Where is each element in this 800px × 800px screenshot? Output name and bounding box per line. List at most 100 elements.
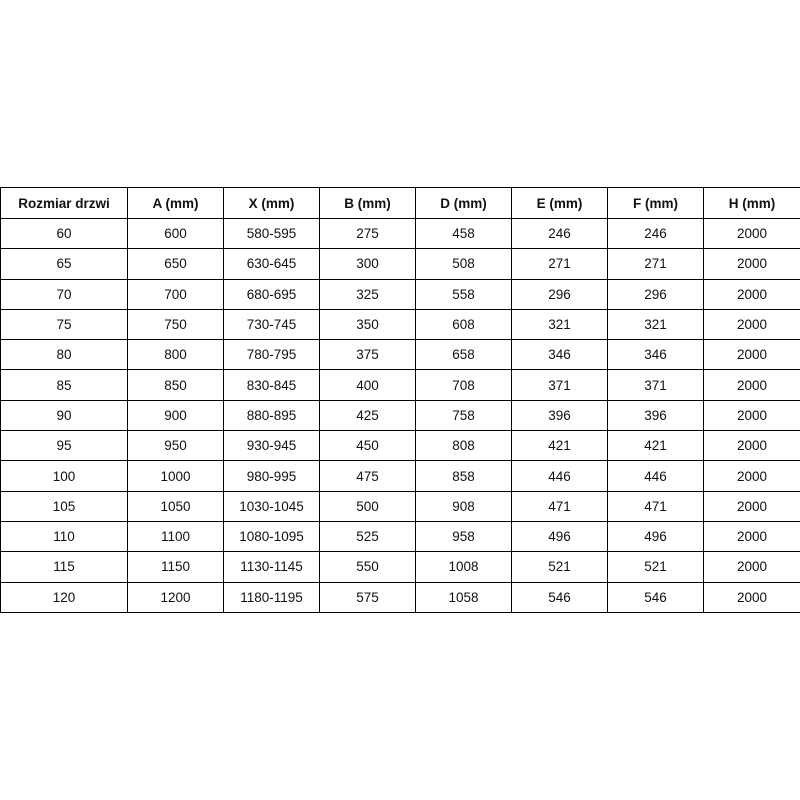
table-cell: 400: [319, 369, 416, 401]
column-header: D (mm): [415, 187, 512, 219]
table-cell: 110: [0, 520, 128, 553]
table-cell: 120: [0, 581, 128, 613]
table-cell: 546: [511, 581, 608, 613]
dimensions-table: Rozmiar drzwi A (mm) X (mm) B (mm) D (mm) E (…: [0, 187, 800, 613]
table-cell: 296: [607, 278, 704, 310]
table-cell: 880-895: [223, 399, 320, 432]
table-cell: 708: [415, 369, 512, 401]
table-cell: 246: [511, 217, 608, 250]
table-cell: 1100: [127, 520, 224, 553]
table-cell: 1200: [127, 581, 224, 613]
table-row: 105 1050 1030-1045 500 908 471 471 2000: [0, 490, 800, 522]
table-cell: 446: [511, 460, 608, 492]
table-cell: 75: [0, 308, 128, 341]
table-row: 90 900 880-895 425 758 396 396 2000: [0, 399, 800, 432]
table-cell: 525: [319, 520, 416, 553]
table-row: 115 1150 1130-1145 550 1008 521 521 2000: [0, 551, 800, 583]
table-cell: 630-645: [223, 248, 320, 280]
table-cell: 521: [511, 551, 608, 583]
table-cell: 858: [415, 460, 512, 492]
table-cell: 546: [607, 581, 704, 613]
table-cell: 750: [127, 308, 224, 341]
column-header: H (mm): [703, 187, 800, 219]
table-cell: 930-945: [223, 430, 320, 462]
table-cell: 908: [415, 490, 512, 522]
table-row: 100 1000 980-995 475 858 446 446 2000: [0, 460, 800, 492]
table-row: 70 700 680-695 325 558 296 296 2000: [0, 278, 800, 310]
column-header: X (mm): [223, 187, 320, 219]
table-cell: 471: [607, 490, 704, 522]
table-cell: 296: [511, 278, 608, 310]
table-cell: 80: [0, 339, 128, 371]
table-cell: 246: [607, 217, 704, 250]
table-cell: 375: [319, 339, 416, 371]
table-cell: 2000: [703, 430, 800, 462]
table-cell: 371: [511, 369, 608, 401]
table-cell: 2000: [703, 399, 800, 432]
table-cell: 830-845: [223, 369, 320, 401]
table-cell: 95: [0, 430, 128, 462]
table-cell: 115: [0, 551, 128, 583]
table-cell: 780-795: [223, 339, 320, 371]
table-cell: 800: [127, 339, 224, 371]
table-cell: 2000: [703, 308, 800, 341]
column-header: A (mm): [127, 187, 224, 219]
table-cell: 700: [127, 278, 224, 310]
table-cell: 575: [319, 581, 416, 613]
table-cell: 2000: [703, 581, 800, 613]
table-cell: 980-995: [223, 460, 320, 492]
table-cell: 2000: [703, 551, 800, 583]
table-cell: 608: [415, 308, 512, 341]
table-cell: 1180-1195: [223, 581, 320, 613]
table-row: 95 950 930-945 450 808 421 421 2000: [0, 430, 800, 462]
table-cell: 425: [319, 399, 416, 432]
table-cell: 1150: [127, 551, 224, 583]
table-row: 110 1100 1080-1095 525 958 496 496 2000: [0, 520, 800, 553]
table-cell: 446: [607, 460, 704, 492]
table-cell: 2000: [703, 490, 800, 522]
table-cell: 458: [415, 217, 512, 250]
table-cell: 496: [511, 520, 608, 553]
table-row: 60 600 580-595 275 458 246 246 2000: [0, 217, 800, 250]
table-cell: 471: [511, 490, 608, 522]
table-cell: 2000: [703, 460, 800, 492]
table-cell: 421: [607, 430, 704, 462]
table-cell: 758: [415, 399, 512, 432]
table-cell: 100: [0, 460, 128, 492]
table-row: 120 1200 1180-1195 575 1058 546 546 2000: [0, 581, 800, 613]
table-cell: 2000: [703, 278, 800, 310]
table-cell: 475: [319, 460, 416, 492]
table-cell: 371: [607, 369, 704, 401]
table-cell: 580-595: [223, 217, 320, 250]
table-cell: 1080-1095: [223, 520, 320, 553]
table-cell: 350: [319, 308, 416, 341]
column-header: Rozmiar drzwi: [0, 187, 128, 219]
table-cell: 2000: [703, 339, 800, 371]
table-cell: 808: [415, 430, 512, 462]
table-cell: 325: [319, 278, 416, 310]
table-cell: 958: [415, 520, 512, 553]
column-header: F (mm): [607, 187, 704, 219]
table-header-row: Rozmiar drzwi A (mm) X (mm) B (mm) D (mm) E (…: [0, 187, 800, 219]
table-cell: 1008: [415, 551, 512, 583]
table-cell: 730-745: [223, 308, 320, 341]
table-row: 85 850 830-845 400 708 371 371 2000: [0, 369, 800, 401]
table-cell: 2000: [703, 217, 800, 250]
table-cell: 396: [511, 399, 608, 432]
table-cell: 271: [511, 248, 608, 280]
table-cell: 450: [319, 430, 416, 462]
table-cell: 558: [415, 278, 512, 310]
table-cell: 2000: [703, 520, 800, 553]
table-cell: 321: [511, 308, 608, 341]
table-cell: 550: [319, 551, 416, 583]
table-cell: 1050: [127, 490, 224, 522]
table-row: 80 800 780-795 375 658 346 346 2000: [0, 339, 800, 371]
table-cell: 346: [511, 339, 608, 371]
table-cell: 85: [0, 369, 128, 401]
table-cell: 521: [607, 551, 704, 583]
table-cell: 421: [511, 430, 608, 462]
column-header: B (mm): [319, 187, 416, 219]
table-cell: 680-695: [223, 278, 320, 310]
table-cell: 105: [0, 490, 128, 522]
column-header: E (mm): [511, 187, 608, 219]
